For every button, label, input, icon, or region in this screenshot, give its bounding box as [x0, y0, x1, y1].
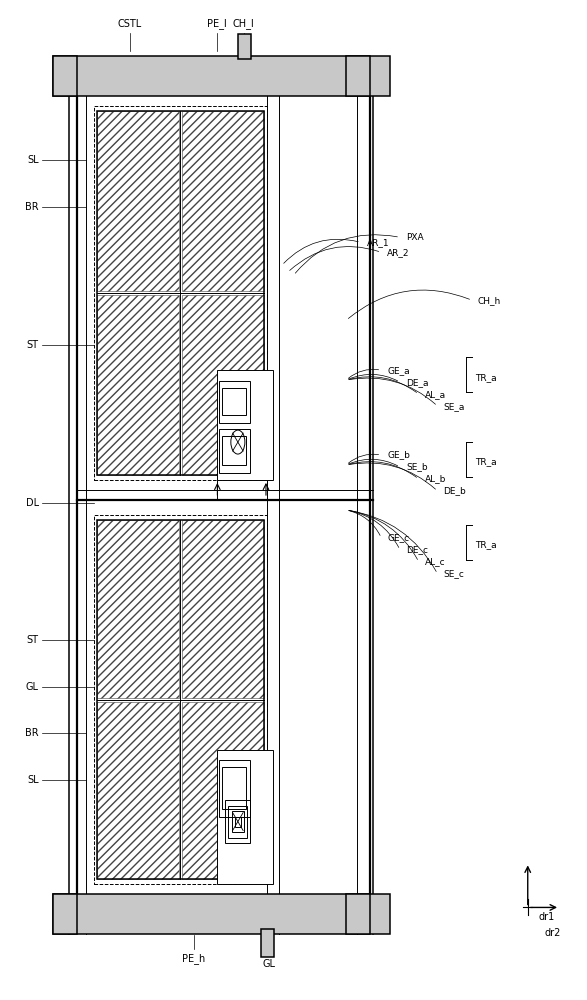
Bar	[228, 806, 247, 838]
Text: DE_b: DE_b	[443, 487, 466, 496]
Text: SE_b: SE_b	[406, 463, 427, 472]
Bar	[53, 894, 390, 934]
Text: SL: SL	[27, 775, 39, 785]
Bar	[222, 388, 245, 415]
Bar	[97, 702, 179, 879]
Bar	[97, 520, 264, 879]
Bar	[219, 429, 249, 473]
Bar	[225, 800, 251, 843]
Text: AR_1: AR_1	[367, 238, 389, 247]
Text: CSTL: CSTL	[117, 19, 141, 29]
Bar	[219, 381, 249, 423]
Bar	[181, 111, 264, 291]
Text: CH_h: CH_h	[478, 296, 501, 305]
Text: DL: DL	[26, 498, 39, 508]
Text: dr2: dr2	[544, 928, 561, 938]
Text: DE_c: DE_c	[406, 545, 428, 554]
Bar	[95, 106, 267, 480]
Bar	[97, 520, 264, 879]
Text: BR: BR	[25, 202, 39, 212]
Text: AL_b: AL_b	[424, 475, 446, 484]
Text: TR_a: TR_a	[475, 458, 497, 467]
Text: GE_a: GE_a	[387, 366, 410, 375]
Bar	[217, 750, 273, 884]
Bar	[53, 56, 390, 96]
Text: ST: ST	[27, 340, 39, 350]
Text: ST: ST	[27, 635, 39, 645]
Text: AL_c: AL_c	[424, 557, 446, 566]
Text: SL: SL	[27, 155, 39, 165]
Text: TR_a: TR_a	[475, 540, 497, 549]
Text: GL: GL	[26, 682, 39, 692]
Bar	[97, 520, 179, 698]
Text: PE_l: PE_l	[207, 18, 227, 29]
Bar	[261, 929, 274, 957]
Text: PE_h: PE_h	[183, 953, 205, 964]
Text: CH_l: CH_l	[233, 18, 255, 29]
Text: AR_2: AR_2	[387, 248, 410, 257]
Text: PXA: PXA	[406, 233, 424, 242]
Bar	[235, 817, 241, 827]
Bar	[53, 894, 77, 934]
Text: AL_a: AL_a	[424, 390, 446, 399]
Bar	[181, 702, 264, 879]
Text: GE_b: GE_b	[387, 451, 410, 460]
Text: GL: GL	[262, 959, 275, 969]
Text: SE_a: SE_a	[443, 402, 465, 411]
Bar	[346, 894, 370, 934]
Bar	[97, 295, 179, 475]
Text: dr1: dr1	[538, 912, 555, 922]
Text: DE_a: DE_a	[406, 378, 429, 387]
Text: SE_c: SE_c	[443, 569, 464, 578]
Bar	[97, 111, 264, 475]
Bar	[217, 370, 273, 480]
Bar	[77, 71, 370, 924]
Bar	[181, 295, 264, 475]
Text: GE_c: GE_c	[387, 533, 409, 542]
Bar	[53, 56, 77, 96]
Bar	[238, 34, 251, 59]
Bar	[232, 811, 244, 832]
Text: BR: BR	[25, 728, 39, 738]
Bar	[222, 767, 245, 809]
Text: TR_a: TR_a	[475, 373, 497, 382]
Bar	[181, 520, 264, 698]
Bar	[97, 111, 264, 475]
Bar	[346, 56, 370, 96]
Bar	[95, 515, 267, 884]
Bar	[97, 111, 179, 291]
Bar	[219, 760, 249, 817]
Bar	[222, 436, 245, 465]
